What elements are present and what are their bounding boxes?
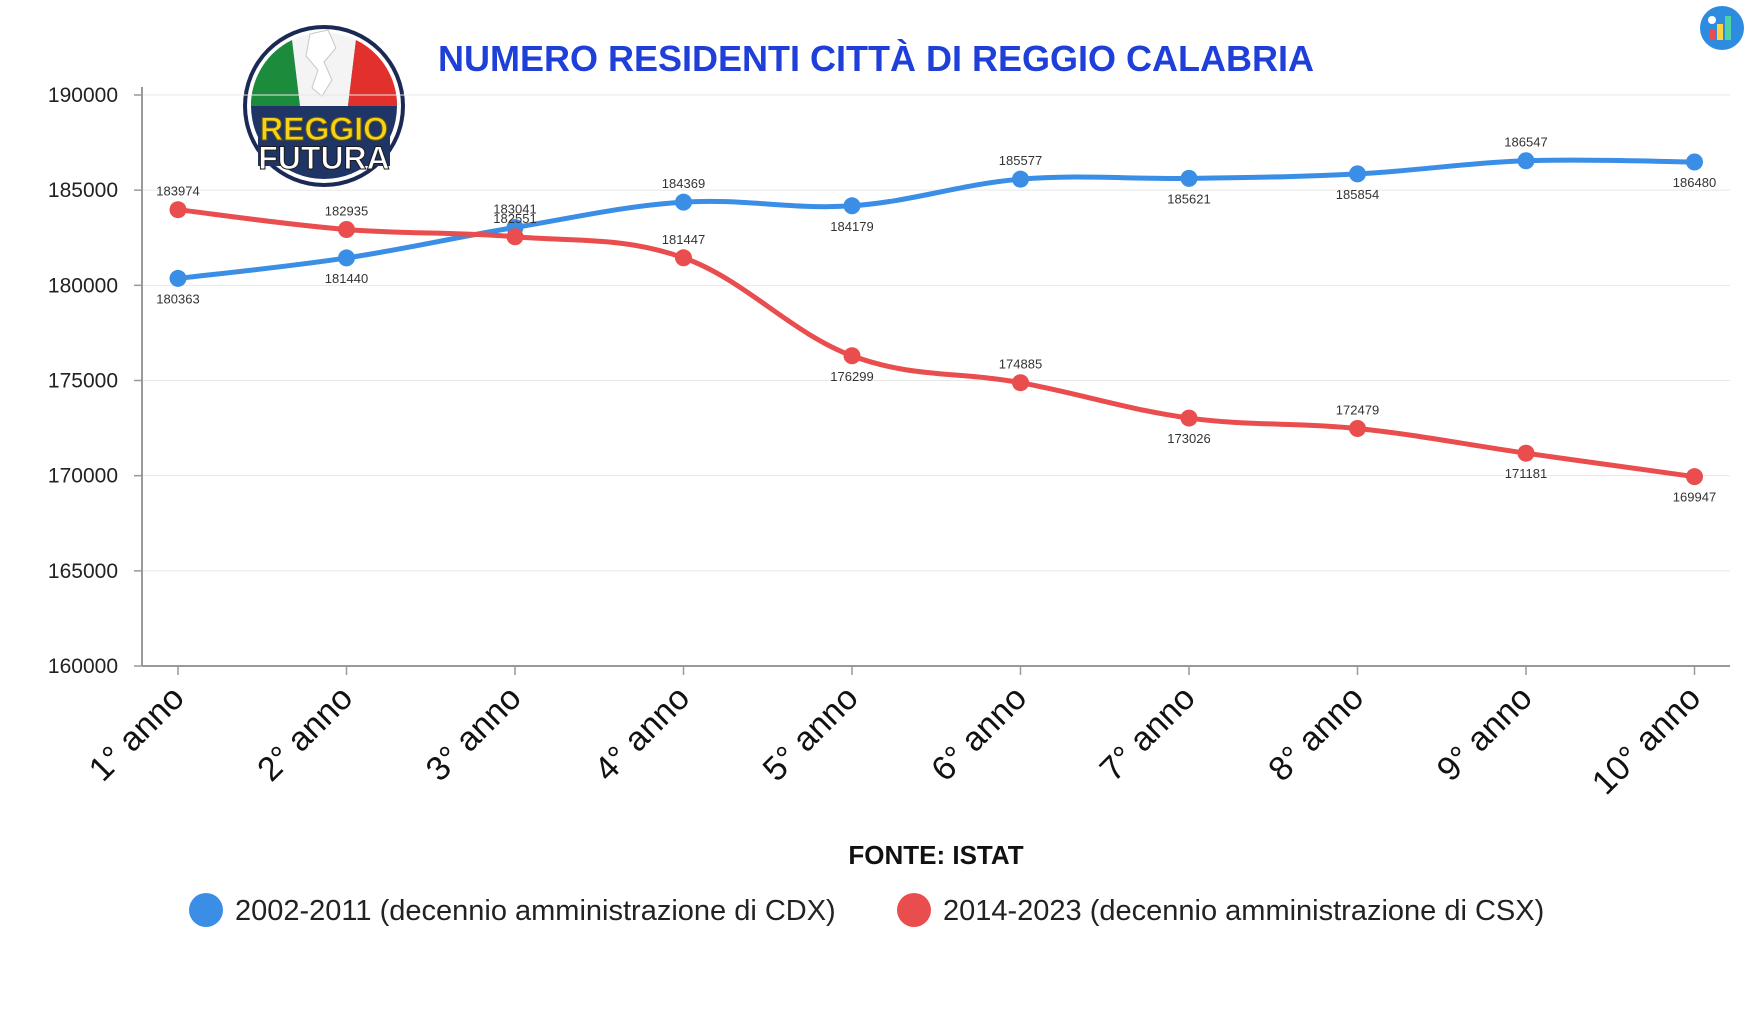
data-point[interactable] xyxy=(1349,165,1366,183)
data-label: 185621 xyxy=(1167,191,1210,206)
data-point[interactable] xyxy=(1180,409,1198,427)
legend-label-cdx: 2002-2011 (decennio amministrazione di C… xyxy=(235,895,836,927)
data-label: 174885 xyxy=(999,357,1042,372)
axes xyxy=(134,87,1730,675)
reggio-futura-logo: REGGIO FUTURA xyxy=(243,25,405,187)
data-point[interactable] xyxy=(338,220,355,238)
x-tick-label: 2° anno xyxy=(250,679,360,789)
x-tick-labels: 1° anno 2° anno 3° anno 4° anno 5° anno 6° an… xyxy=(82,679,1709,802)
y-tick-label: 165000 xyxy=(48,560,118,583)
data-point[interactable] xyxy=(338,249,355,267)
data-point[interactable] xyxy=(1012,170,1029,188)
x-tick-label: 3° anno xyxy=(419,679,529,789)
source-label: FONTE: ISTAT xyxy=(848,840,1023,870)
grid-lines xyxy=(142,94,1730,572)
data-point[interactable] xyxy=(169,269,187,287)
data-label: 183041 xyxy=(493,201,536,216)
x-tick-label: 6° anno xyxy=(924,679,1034,789)
data-label: 182551 xyxy=(493,211,536,226)
data-label: 171181 xyxy=(1505,466,1547,481)
data-point[interactable] xyxy=(1349,419,1366,437)
chart-title: NUMERO RESIDENTI CITTÀ DI REGGIO CALABRI… xyxy=(438,38,1314,79)
x-tick-label: 5° anno xyxy=(756,679,866,789)
x-tick-label: 9° anno xyxy=(1430,679,1540,789)
data-point[interactable] xyxy=(843,197,861,215)
data-label: 176299 xyxy=(830,369,873,384)
data-point[interactable] xyxy=(1686,153,1703,171)
data-label: 184369 xyxy=(662,176,705,191)
x-tick-label: 7° anno xyxy=(1093,679,1203,789)
x-tick-label: 1° anno xyxy=(82,679,192,789)
data-label: 185854 xyxy=(1336,187,1379,202)
data-labels: 180363 181440 183041 184369 184179 185577 1856… xyxy=(156,135,1716,505)
data-point[interactable] xyxy=(1686,468,1703,486)
legend-marker-cdx xyxy=(189,893,223,927)
series-lines xyxy=(169,152,1703,486)
x-tick-label: 8° anno xyxy=(1261,679,1371,789)
data-label: 186547 xyxy=(1504,135,1547,150)
logo-line2: FUTURA xyxy=(258,140,390,176)
data-label: 180363 xyxy=(156,291,199,306)
legend-item-csx[interactable]: 2014-2023 (decennio amministrazione di C… xyxy=(897,893,1544,927)
legend: 2002-2011 (decennio amministrazione di C… xyxy=(189,893,1544,927)
legend-item-cdx[interactable]: 2002-2011 (decennio amministrazione di C… xyxy=(189,893,836,927)
data-point[interactable] xyxy=(169,201,187,219)
y-tick-label: 190000 xyxy=(48,84,118,107)
logo-line1: REGGIO xyxy=(260,111,388,147)
data-point[interactable] xyxy=(843,347,861,365)
legend-marker-csx xyxy=(897,893,931,927)
series-line-0 xyxy=(175,157,1697,281)
data-label: 181440 xyxy=(325,271,368,286)
data-point[interactable] xyxy=(1517,444,1535,462)
data-point[interactable] xyxy=(675,249,692,267)
data-label: 185577 xyxy=(999,153,1042,168)
series-line-1 xyxy=(175,207,1697,480)
legend-label-csx: 2014-2023 (decennio amministrazione di C… xyxy=(943,895,1544,927)
y-tick-label: 175000 xyxy=(48,370,118,393)
data-label: 169947 xyxy=(1673,490,1716,505)
data-point[interactable] xyxy=(1012,374,1029,392)
data-label: 184179 xyxy=(830,219,873,234)
y-tick-labels: 160000 165000 170000 175000 180000 185000 1900… xyxy=(48,84,118,678)
y-tick-label: 160000 xyxy=(48,655,118,678)
data-label: 182935 xyxy=(325,203,368,218)
data-point[interactable] xyxy=(1517,152,1535,170)
data-label: 186480 xyxy=(1673,175,1716,190)
y-tick-label: 180000 xyxy=(48,274,118,297)
y-tick-label: 170000 xyxy=(48,465,118,488)
data-label: 183974 xyxy=(156,184,199,199)
data-label: 173026 xyxy=(1167,431,1210,446)
data-label: 181447 xyxy=(662,232,705,247)
data-label: 172479 xyxy=(1336,402,1379,417)
x-tick-label: 4° anno xyxy=(587,679,697,789)
chart-app-icon[interactable] xyxy=(1700,6,1744,50)
data-point[interactable] xyxy=(1180,169,1198,187)
x-tick-label: 10° anno xyxy=(1585,679,1708,802)
y-tick-label: 185000 xyxy=(48,179,118,202)
data-point[interactable] xyxy=(675,193,692,211)
data-point[interactable] xyxy=(506,228,524,246)
